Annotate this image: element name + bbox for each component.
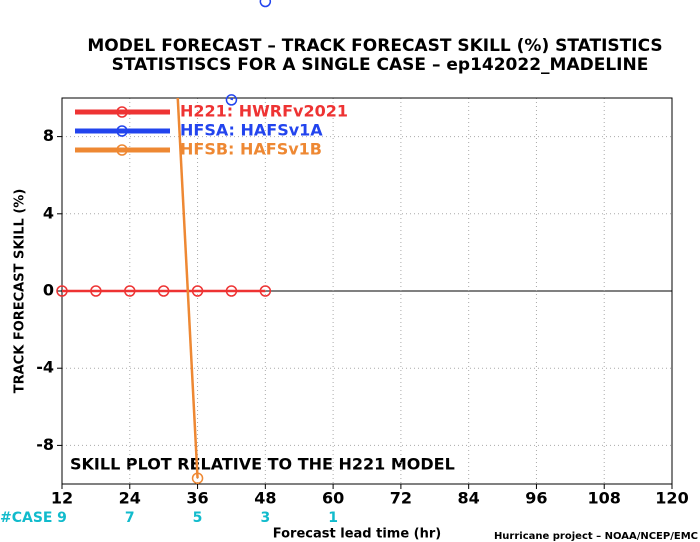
- x-tick-label: 120: [655, 489, 688, 508]
- series-marker: [90, 285, 102, 297]
- y-tick-label: -4: [36, 358, 54, 377]
- legend-marker: [116, 106, 128, 118]
- x-tick-label: 72: [390, 489, 412, 508]
- legend-label: H221: HWRFv2021: [180, 102, 348, 121]
- series-marker: [225, 285, 238, 297]
- x-tick-label: 36: [186, 489, 208, 508]
- x-tick-label: 108: [588, 489, 621, 508]
- series-marker: [259, 0, 272, 8]
- case-count: 9: [57, 510, 67, 526]
- case-count: 5: [193, 510, 203, 526]
- case-count: 7: [125, 510, 135, 526]
- cases-label: #CASE: [0, 510, 53, 526]
- x-tick-label: 60: [322, 489, 344, 508]
- y-axis-label: TRACK FORECAST SKILL (%): [13, 189, 28, 394]
- series-marker: [124, 285, 136, 297]
- x-axis-label: Forecast lead time (hr): [273, 527, 441, 542]
- series-marker: [259, 285, 272, 297]
- case-count: 1: [328, 510, 338, 526]
- x-tick-label: 24: [119, 489, 141, 508]
- chart-title: MODEL FORECAST – TRACK FORECAST SKILL (%…: [87, 36, 662, 56]
- legend-marker: [116, 125, 128, 137]
- footer: Hurricane project – NOAA/NCEP/EMC: [494, 531, 698, 542]
- series-marker: [157, 285, 170, 297]
- case-count: 3: [260, 510, 270, 526]
- x-tick-label: 12: [51, 489, 73, 508]
- annotation: SKILL PLOT RELATIVE TO THE H221 MODEL: [70, 455, 455, 474]
- series-marker: [191, 285, 204, 297]
- y-tick-label: 4: [43, 203, 54, 222]
- series-marker: [191, 472, 204, 484]
- series-line: [176, 98, 199, 479]
- legend-label: HFSA: HAFSv1A: [180, 121, 323, 140]
- series-marker: [225, 94, 238, 106]
- legend-label: HFSB: HAFSv1B: [180, 140, 322, 159]
- y-tick-label: 0: [43, 281, 54, 300]
- legend-marker: [116, 144, 128, 156]
- x-tick-label: 48: [254, 489, 276, 508]
- y-tick-label: 8: [43, 126, 54, 145]
- x-tick-label: 84: [458, 489, 480, 508]
- y-tick-label: -8: [36, 435, 54, 454]
- series-marker: [56, 285, 68, 297]
- plot-area: [62, 98, 266, 479]
- chart-subtitle: STATISTISCS FOR A SINGLE CASE – ep142022…: [112, 55, 649, 75]
- x-tick-label: 96: [525, 489, 547, 508]
